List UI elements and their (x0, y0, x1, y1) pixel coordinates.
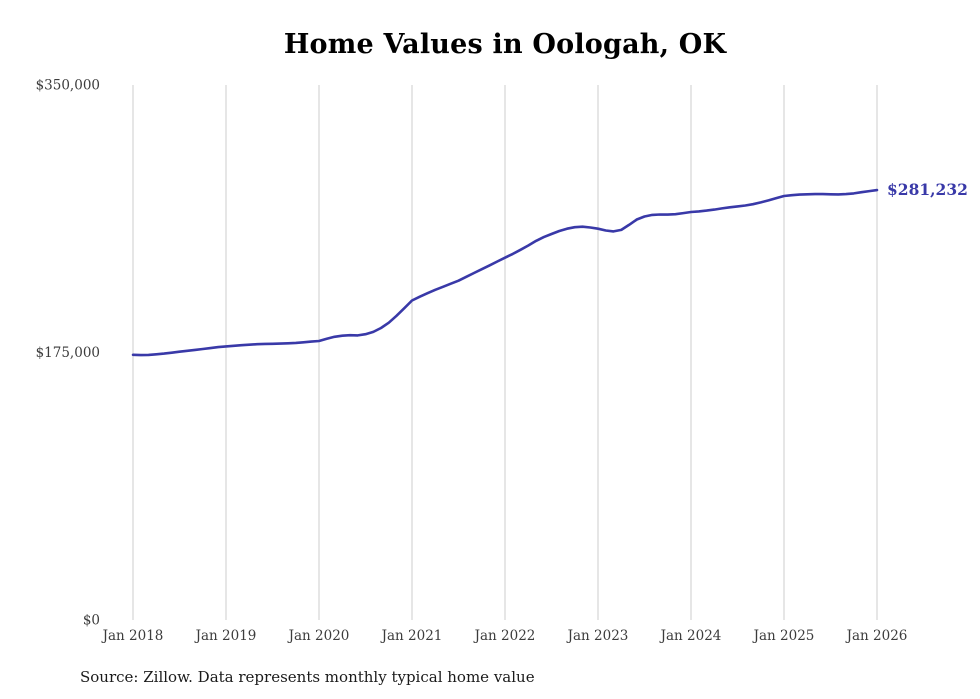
y-tick-label: $0 (83, 613, 100, 629)
latest-value-label: $281,232 (887, 180, 968, 200)
y-tick-label: $350,000 (36, 78, 100, 94)
line-chart: Jan 2018 Jan 2019 Jan 2020 Jan 2021 Jan 2022… (36, 78, 908, 645)
x-tick-label: Jan 2021 (380, 628, 443, 644)
x-tick-label: Jan 2022 (473, 628, 536, 644)
x-tick-label: Jan 2025 (752, 628, 815, 644)
value-line (131, 188, 879, 357)
x-tick-label: Jan 2023 (566, 628, 629, 644)
x-tick-label: Jan 2020 (287, 628, 350, 644)
x-tick-label: Jan 2018 (101, 628, 164, 644)
x-tick-label: Jan 2026 (845, 628, 908, 644)
chart-title: Home Values in Oologah, OK (283, 29, 727, 60)
source-note: Source: Zillow. Data represents monthly … (80, 668, 535, 686)
x-tick-label: Jan 2019 (194, 628, 257, 644)
y-tick-label: $175,000 (36, 345, 100, 361)
x-tick-label: Jan 2024 (659, 628, 722, 644)
